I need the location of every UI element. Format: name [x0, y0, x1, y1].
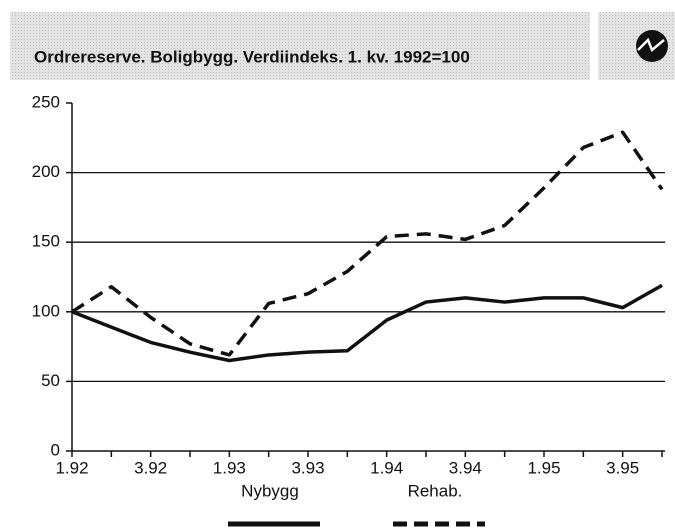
x-tick-label: 1.95	[527, 458, 560, 477]
logo	[636, 30, 668, 62]
series-line	[71, 283, 663, 363]
x-tick-label: 3.92	[134, 458, 167, 477]
y-tick-label: 150	[32, 232, 60, 251]
x-tick-label: 3.95	[606, 458, 639, 477]
y-tick-label: 250	[32, 92, 60, 111]
x-tick-label: 1.92	[55, 458, 88, 477]
y-tick-label: 100	[32, 301, 60, 320]
title-banner	[10, 12, 590, 80]
legend-label: Rehab.	[408, 481, 463, 500]
x-tick-label: 3.94	[449, 458, 482, 477]
x-tick-label: 3.93	[291, 458, 324, 477]
y-tick-label: 200	[32, 162, 60, 181]
y-tick-label: 0	[51, 440, 60, 459]
x-tick-label: 1.94	[370, 458, 403, 477]
chart-title: Ordrereserve. Boligbygg. Verdiindeks. 1.…	[34, 47, 470, 66]
legend-label: Nybygg	[241, 481, 299, 500]
series-line	[71, 130, 664, 357]
y-tick-label: 50	[41, 371, 60, 390]
x-tick-label: 1.93	[213, 458, 246, 477]
